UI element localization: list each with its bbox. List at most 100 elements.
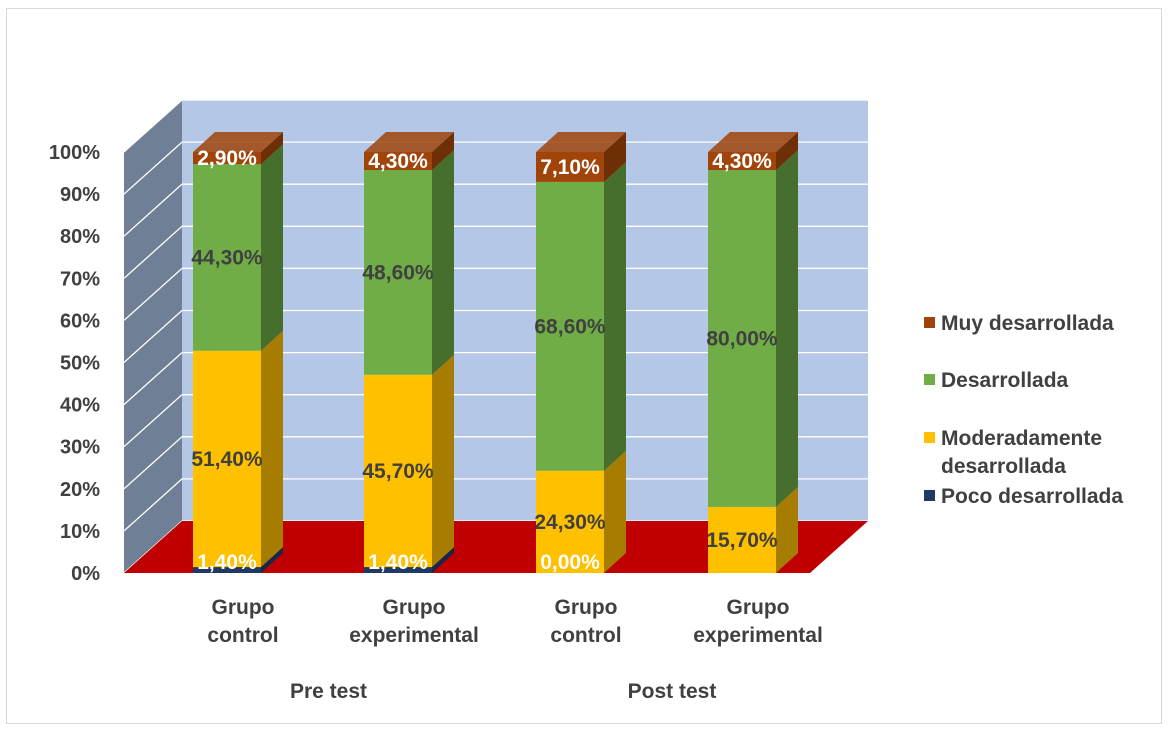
bar-stacks xyxy=(193,132,798,573)
legend-swatch xyxy=(924,490,935,501)
legend-swatch xyxy=(924,317,935,328)
bar-segment xyxy=(708,152,776,171)
bar-segment-side xyxy=(261,132,283,165)
bar-top xyxy=(536,132,626,152)
legend-label: Moderadamente xyxy=(941,427,1102,450)
bar-segment-side xyxy=(776,132,798,171)
data-label: 4,30% xyxy=(368,150,428,173)
bar-segment xyxy=(193,164,261,351)
bar-segment xyxy=(193,350,261,568)
data-label: 7,10% xyxy=(540,156,600,179)
data-label: 1,40% xyxy=(197,551,257,574)
y-tick-label: 0% xyxy=(71,563,100,585)
legend-label: desarrollada xyxy=(941,455,1066,478)
gridline xyxy=(123,183,868,237)
y-axis: 0% 10% 20% 30% 40% 50% 60% 70% 80% 90% 100% xyxy=(49,142,100,585)
bar-segment-side xyxy=(432,354,454,568)
bar-segment xyxy=(364,152,432,171)
bar-segment xyxy=(193,567,261,573)
bar-top xyxy=(364,132,454,152)
bar-segment-side xyxy=(604,132,626,182)
legend-label: Desarrollada xyxy=(941,369,1069,392)
bar-stack xyxy=(708,132,798,573)
bar-segment xyxy=(536,152,604,182)
gridline xyxy=(123,394,868,448)
data-labels: 1,40% 51,40% 44,30% 2,90% 1,40% 45,70% 48,60% 4… xyxy=(191,147,778,574)
x-tick-label: control xyxy=(207,624,278,647)
y-tick-label: 90% xyxy=(60,184,100,206)
chart-frame xyxy=(6,8,1162,724)
bar-stack xyxy=(536,132,626,573)
y-tick-label: 100% xyxy=(49,142,100,164)
y-tick-label: 80% xyxy=(60,226,100,248)
data-label: 48,60% xyxy=(362,261,434,284)
group-label: Post test xyxy=(628,680,717,703)
bar-stack xyxy=(193,132,283,573)
y-tick-label: 50% xyxy=(60,353,100,375)
data-label: 2,90% xyxy=(197,147,257,170)
data-label: 24,30% xyxy=(534,511,606,534)
x-tick-label: Grupo xyxy=(212,596,275,619)
bar-segment-side xyxy=(604,450,626,573)
bar-segment-side xyxy=(604,161,626,471)
bar-segment-side xyxy=(432,547,454,573)
y-tick-label: 70% xyxy=(60,268,100,290)
legend-label: Poco desarrollada xyxy=(941,485,1123,508)
x-axis: Grupo control Grupo experimental Grupo contro… xyxy=(207,596,822,703)
x-tick-label: experimental xyxy=(693,624,823,647)
x-tick-label: Grupo xyxy=(383,596,446,619)
gridline xyxy=(123,309,868,363)
bar-segment-side xyxy=(776,486,798,573)
bar-stack xyxy=(364,132,454,573)
data-label: 51,40% xyxy=(191,448,263,471)
bar-segment-side xyxy=(432,150,454,375)
gridline xyxy=(123,267,868,321)
data-label: 15,70% xyxy=(706,529,778,552)
bar-segment xyxy=(536,470,604,573)
bar-top xyxy=(708,132,798,152)
data-label: 80,00% xyxy=(706,328,778,351)
y-tick-label: 40% xyxy=(60,395,100,417)
bar-segment-side xyxy=(432,132,454,171)
group-label: Pre test xyxy=(290,680,367,703)
floor xyxy=(124,521,868,573)
y-tick-label: 20% xyxy=(60,479,100,501)
bar-segment xyxy=(708,506,776,573)
data-label: 44,30% xyxy=(191,246,263,269)
y-tick-label: 30% xyxy=(60,437,100,459)
bar-segment-side xyxy=(261,330,283,568)
data-label: 68,60% xyxy=(534,315,606,338)
bar-segment-side xyxy=(776,150,798,507)
y-tick-label: 60% xyxy=(60,310,100,332)
data-label: 4,30% xyxy=(712,150,772,173)
x-tick-label: experimental xyxy=(349,624,479,647)
x-tick-label: Grupo xyxy=(555,596,618,619)
gridline xyxy=(123,225,868,279)
data-label: 1,40% xyxy=(368,551,428,574)
legend-swatch xyxy=(924,374,935,385)
gridline xyxy=(123,141,868,195)
y-tick-label: 10% xyxy=(60,521,100,543)
bar-segment xyxy=(364,170,432,375)
data-label: 0,00% xyxy=(540,551,600,574)
bar-segment-side xyxy=(261,144,283,351)
bar-segment xyxy=(536,181,604,471)
bar-segment xyxy=(193,152,261,165)
bar-segment xyxy=(364,374,432,568)
legend-label: Muy desarrollada xyxy=(941,312,1114,335)
data-label: 45,70% xyxy=(362,460,434,483)
gridline xyxy=(123,478,868,532)
bar-top xyxy=(193,132,283,152)
chart-walls xyxy=(123,99,868,574)
gridline xyxy=(123,436,868,490)
x-tick-label: control xyxy=(550,624,621,647)
x-tick-label: Grupo xyxy=(727,596,790,619)
legend: Muy desarrollada Desarrollada Moderadament… xyxy=(924,312,1123,508)
gridline xyxy=(123,99,868,153)
gridline xyxy=(123,351,868,406)
bar-segment-side xyxy=(261,547,283,573)
bar-segment xyxy=(364,567,432,573)
legend-swatch xyxy=(924,432,935,443)
bar-segment xyxy=(708,170,776,507)
